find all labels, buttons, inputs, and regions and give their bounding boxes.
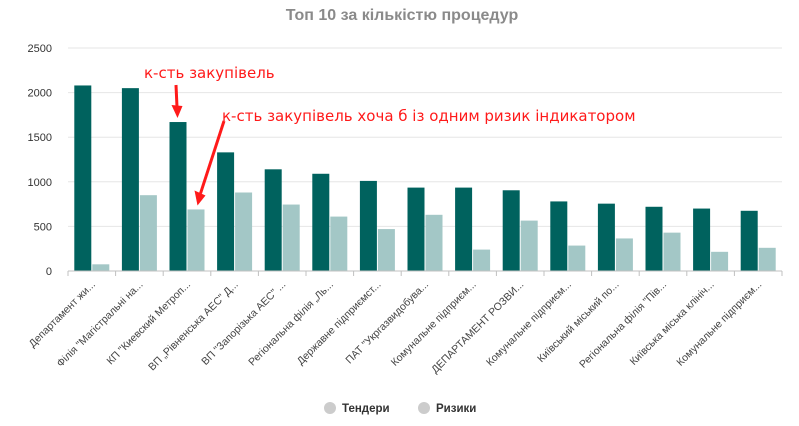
- bar-tenders: [264, 169, 282, 271]
- bar-risks: [520, 220, 538, 271]
- bar-risks: [92, 264, 110, 271]
- bar-risks: [377, 229, 395, 271]
- category-labels: Департамент жи...Філія "Магістральні на.…: [27, 279, 765, 376]
- legend-label: Ризики: [436, 403, 476, 415]
- bar-tenders: [645, 206, 663, 271]
- legend[interactable]: Тендери Ризики: [324, 402, 476, 415]
- bar-risks: [139, 195, 157, 271]
- bar-tenders: [455, 187, 473, 271]
- bar-risks: [330, 216, 348, 271]
- category-label: КП "Киевский Метроп...: [104, 279, 193, 368]
- bar-risks: [282, 204, 300, 271]
- bar-tenders: [121, 88, 139, 271]
- category-label: Комунальне підприєм...: [389, 279, 479, 369]
- y-tick-label: 2500: [28, 43, 52, 55]
- bar-risks: [235, 192, 253, 271]
- annotation-arrow-head: [194, 190, 206, 206]
- bar-risks: [615, 238, 633, 271]
- bar-tenders: [693, 208, 711, 271]
- category-label: Регіональна філія „Ль...: [246, 279, 336, 369]
- bar-tenders: [169, 122, 187, 271]
- category-label: ДЕПАРТАМЕНТ РОЗВИ...: [429, 279, 526, 376]
- annotation-label-risk: к-сть закупівель хоча б із одним ризик і…: [222, 107, 636, 125]
- chart-title: Топ 10 за кількістю процедур: [286, 7, 519, 24]
- bar-tenders: [407, 187, 425, 271]
- y-tick-label: 0: [46, 266, 52, 278]
- bar-tenders: [740, 210, 758, 271]
- legend-item[interactable]: Ризики: [418, 402, 476, 415]
- category-label: ПАТ "Укргазвидобува...: [343, 279, 431, 367]
- legend-marker: [418, 402, 430, 414]
- annotation-arrow-head: [171, 105, 183, 119]
- legend-marker: [324, 402, 336, 414]
- legend-item[interactable]: Тендери: [324, 402, 390, 415]
- category-label: Філія "Магістральні на...: [54, 279, 145, 370]
- annotation-arrow-shaft: [199, 120, 226, 194]
- annotation-arrow-shaft: [174, 84, 179, 108]
- bar-risks: [187, 209, 205, 271]
- bar-tenders: [502, 190, 520, 271]
- bar-risks: [568, 245, 586, 271]
- bar-risks: [473, 249, 491, 271]
- bar-tenders: [550, 201, 568, 271]
- bar-risks: [758, 247, 776, 271]
- y-tick-label: 500: [34, 221, 52, 233]
- category-label: Київський міський по...: [535, 279, 621, 365]
- annotation-label-count: к-сть закупівель: [144, 64, 275, 82]
- bar-risks: [663, 232, 681, 271]
- bar-risks: [425, 214, 443, 271]
- y-tick-label: 1500: [28, 132, 52, 144]
- bar-tenders: [312, 173, 330, 271]
- category-label: Комунальне підприєм...: [674, 279, 764, 369]
- bar-tenders: [217, 152, 235, 271]
- category-label: Регіональна філія "Пів...: [577, 279, 669, 371]
- bar-tenders: [74, 85, 92, 272]
- axes: 0 500 1000 1500 2000 2500: [28, 43, 783, 278]
- bar-tenders: [597, 203, 615, 271]
- category-label: ВП "Запорізька АЕС" ...: [199, 279, 288, 368]
- category-label: Державне підприємст...: [295, 279, 384, 368]
- category-label: Київська міська клініч...: [628, 279, 717, 368]
- y-tick-label: 2000: [28, 88, 52, 100]
- y-tick-label: 1000: [28, 177, 52, 189]
- category-label: Комунальне підприєм...: [484, 279, 574, 369]
- gridlines: [68, 47, 782, 227]
- bar-tenders: [359, 180, 377, 271]
- legend-label: Тендери: [342, 403, 390, 415]
- bar-risks: [711, 251, 729, 271]
- bars: [74, 85, 776, 272]
- category-label: ВП „Рівненська АЕС" Д...: [146, 279, 241, 374]
- annotations: к-сть закупівель к-сть закупівель хоча б …: [144, 64, 636, 206]
